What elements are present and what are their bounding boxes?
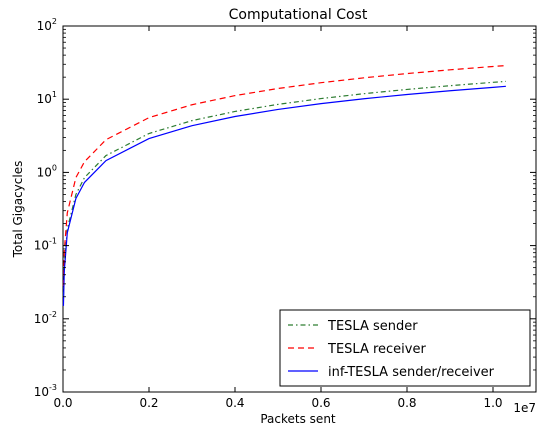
series-line-2 (62, 85, 506, 306)
chart-title: Computational Cost (229, 7, 368, 23)
y-tick-label: 10-1 (34, 237, 57, 253)
legend-label-1: TESLA receiver (327, 342, 426, 357)
x-tick-label: 1.0 (483, 396, 502, 410)
legend-box (279, 309, 531, 387)
x-tick-label: 0.4 (225, 396, 244, 410)
x-offset-label: 1e7 (513, 401, 536, 415)
y-axis-label: Total Gigacycles (11, 161, 25, 259)
series-layer (62, 64, 506, 306)
x-tick-label: 0.0 (53, 396, 72, 410)
legend: TESLA sender TESLA receiver inf-TESLA send… (279, 309, 531, 387)
y-tick-label: 101 (37, 90, 57, 106)
y-tick-label: 10-2 (34, 310, 57, 326)
y-tick-label: 10-3 (34, 383, 57, 399)
series-line-1 (62, 64, 506, 287)
tick-layer: 0.0 0.2 0.4 0.6 0.8 1.0 10-3 10-2 10-1 100 101 102 (34, 17, 536, 410)
y-tick-label: 100 (37, 163, 57, 179)
legend-label-2: inf-TESLA sender/receiver (328, 365, 495, 380)
x-tick-label: 0.2 (139, 396, 158, 410)
x-tick-label: 0.8 (397, 396, 416, 410)
y-tick-label: 102 (37, 17, 57, 33)
x-axis-label: Packets sent (260, 412, 336, 426)
x-tick-label: 0.6 (311, 396, 330, 410)
legend-label-0: TESLA sender (327, 319, 418, 334)
